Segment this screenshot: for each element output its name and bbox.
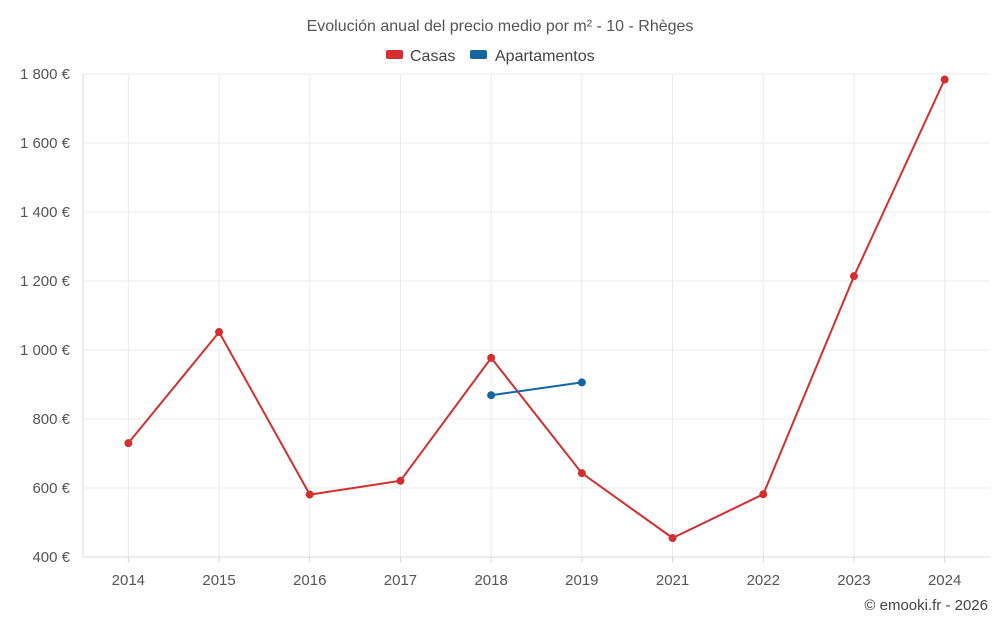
data-point-casas-2022[interactable] xyxy=(759,490,768,499)
data-point-apartamentos-2018[interactable] xyxy=(487,391,496,400)
credit-text: © emooki.fr - 2026 xyxy=(864,597,988,614)
x-tick-label: 2014 xyxy=(112,572,145,589)
y-tick-label: 1 800 € xyxy=(20,66,71,83)
data-point-casas-2021[interactable] xyxy=(668,534,677,543)
y-tick-label: 600 € xyxy=(32,480,70,497)
x-tick-label: 2019 xyxy=(565,572,598,589)
y-tick-label: 1 600 € xyxy=(20,135,71,152)
series-apartamentos xyxy=(487,378,586,400)
data-point-casas-2016[interactable] xyxy=(305,490,314,499)
legend[interactable]: Casas Apartamentos xyxy=(386,48,595,65)
x-tick-label: 2015 xyxy=(202,572,235,589)
x-tick-label: 2021 xyxy=(656,572,689,589)
axes: 400 € 600 € 800 € 1 000 € 1 200 € 1 400 € 1 60… xyxy=(20,66,990,589)
x-tick-label: 2018 xyxy=(474,572,507,589)
chart-title: Evolución anual del precio medio por m² … xyxy=(307,18,694,35)
legend-label-apartamentos[interactable]: Apartamentos xyxy=(495,48,595,65)
grid xyxy=(83,73,990,557)
x-tick-label: 2016 xyxy=(293,572,326,589)
y-tick-label: 1 200 € xyxy=(20,273,71,290)
x-tick-label: 2024 xyxy=(928,572,961,589)
legend-swatch-apartamentos xyxy=(470,50,487,59)
series-line-apartamentos xyxy=(491,381,583,397)
data-point-casas-2014[interactable] xyxy=(124,439,133,448)
data-point-casas-2015[interactable] xyxy=(215,328,224,337)
legend-swatch-casas xyxy=(386,50,403,59)
y-tick-label: 1 400 € xyxy=(20,204,71,221)
series-casas xyxy=(124,75,949,543)
legend-label-casas[interactable]: Casas xyxy=(410,48,455,65)
y-tick-label: 800 € xyxy=(32,411,70,428)
x-tick-label: 2022 xyxy=(747,572,780,589)
y-tick-label: 400 € xyxy=(32,549,70,566)
y-tick-label: 1 000 € xyxy=(20,342,71,359)
data-point-casas-2024[interactable] xyxy=(940,75,949,84)
x-tick-label: 2017 xyxy=(384,572,417,589)
x-tick-label: 2023 xyxy=(837,572,870,589)
data-point-casas-2018[interactable] xyxy=(487,353,496,362)
series-line-casas xyxy=(127,79,946,539)
data-point-casas-2017[interactable] xyxy=(396,476,405,485)
data-point-apartamentos-2019[interactable] xyxy=(577,378,586,387)
data-point-casas-2023[interactable] xyxy=(849,272,858,281)
series xyxy=(124,75,949,543)
data-point-casas-2019[interactable] xyxy=(577,469,586,478)
